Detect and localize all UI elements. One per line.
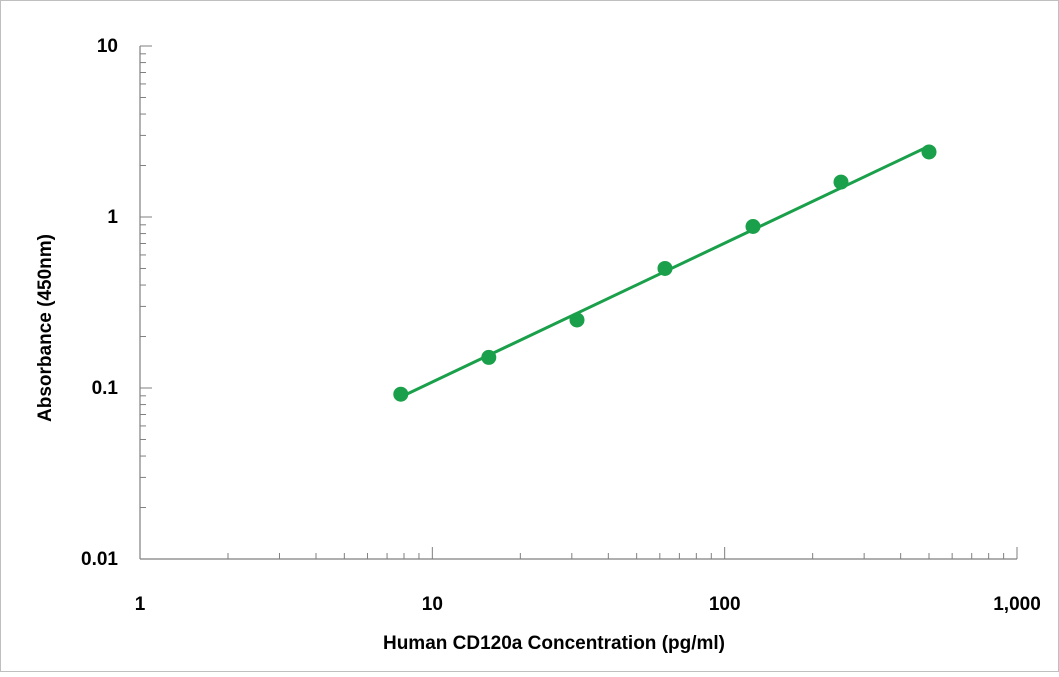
y-tick-label: 0.1 [92, 378, 119, 399]
x-axis-label: Human CD120a Concentration (pg/ml) [383, 633, 725, 654]
data-point [921, 144, 937, 160]
tick-marks [139, 45, 1018, 560]
data-points [393, 144, 937, 402]
x-tick-label: 10 [422, 594, 443, 615]
y-tick-label: 10 [97, 36, 118, 57]
y-tick-label: 1 [107, 207, 118, 228]
data-point [569, 312, 585, 328]
data-point [393, 386, 409, 402]
data-point [745, 218, 761, 234]
data-point [657, 260, 673, 276]
data-point [481, 349, 497, 365]
tick-labels: 1 10 100 1,000 0.01 0.1 1 10 [81, 36, 1041, 615]
y-axis-label: Absorbance (450nm) [35, 234, 56, 422]
y-tick-label: 0.01 [81, 549, 118, 570]
x-tick-label: 1 [135, 594, 146, 615]
x-tick-label: 100 [709, 594, 741, 615]
x-tick-label: 1,000 [993, 594, 1041, 615]
axes [139, 46, 1017, 560]
data-point [833, 174, 849, 190]
